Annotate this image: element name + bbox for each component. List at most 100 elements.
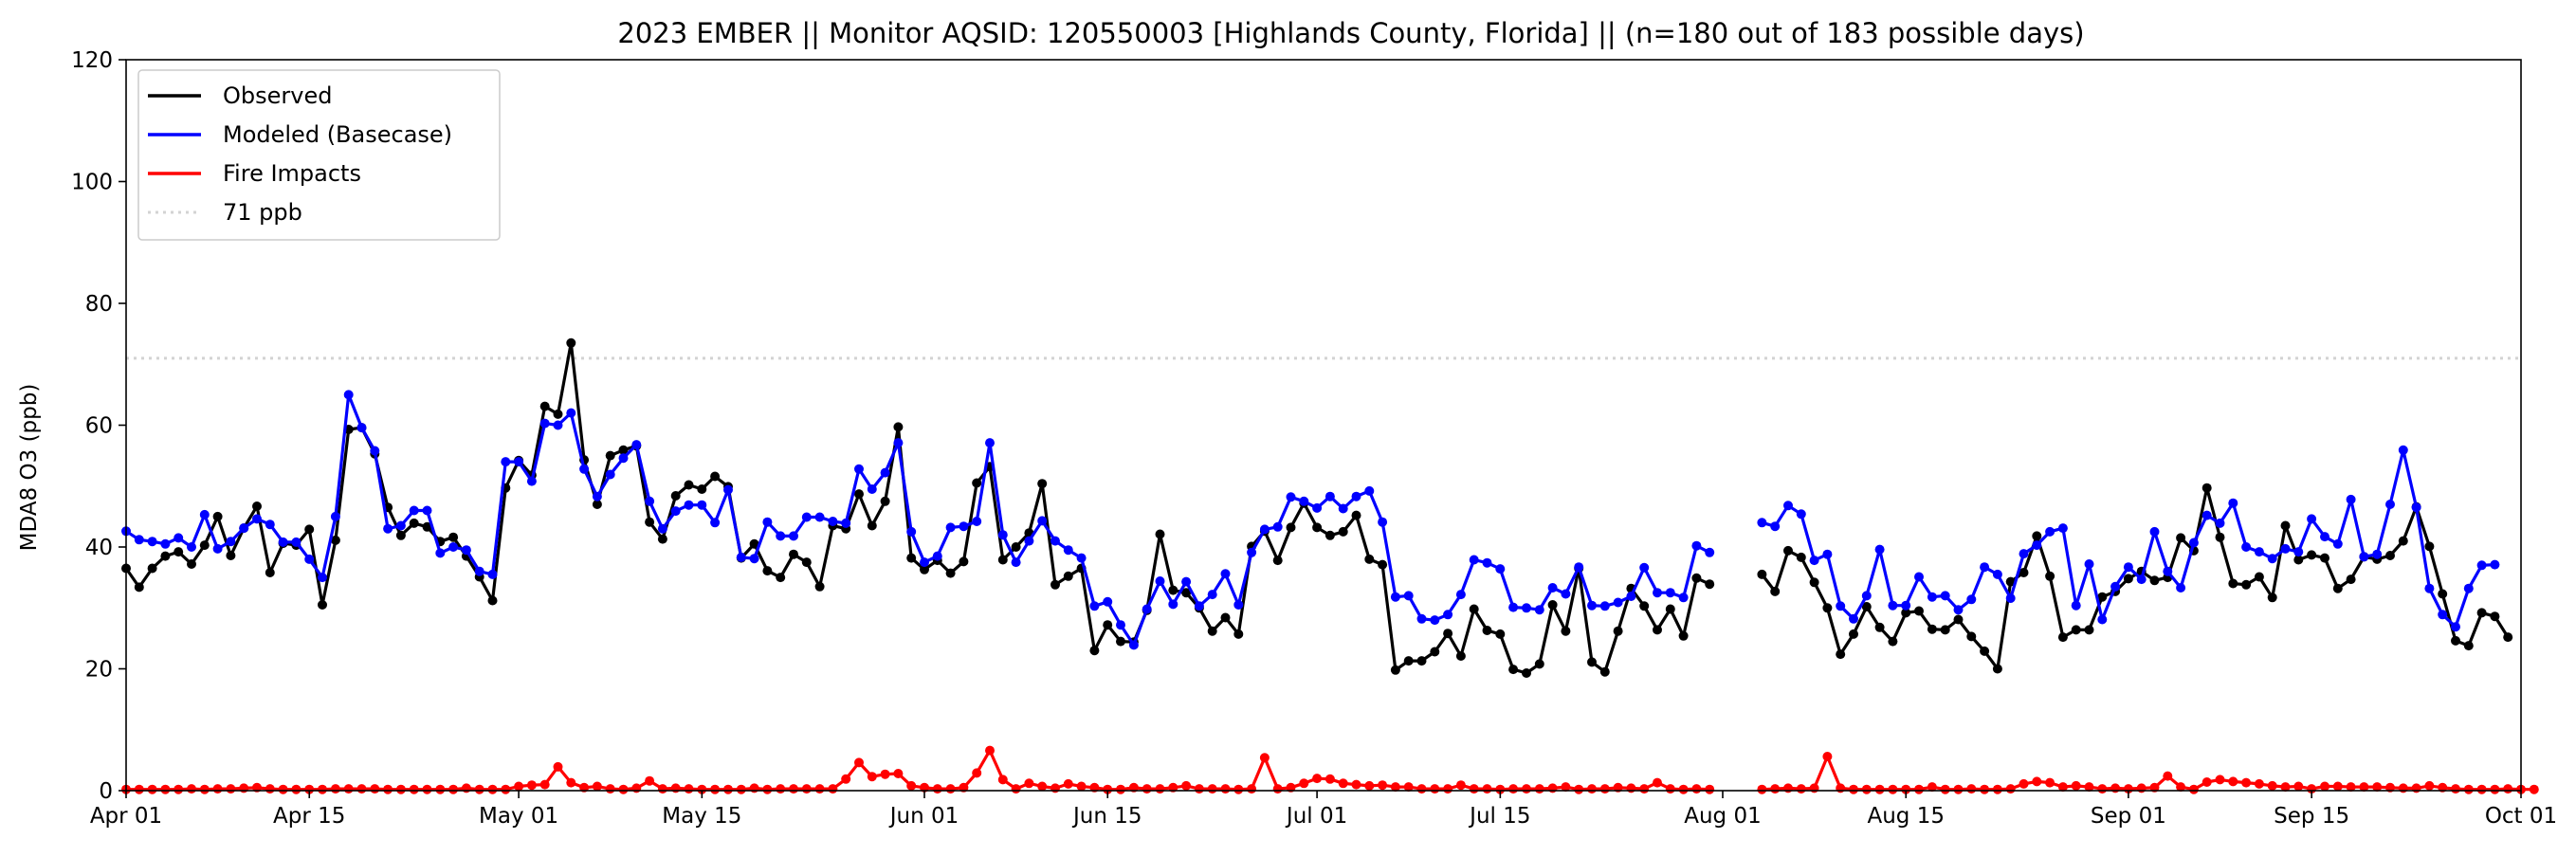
data-point-observed [147, 563, 157, 574]
data-point-modeled-basecase [474, 566, 484, 576]
data-point-modeled-basecase [1992, 569, 2002, 579]
data-point-modeled-basecase [710, 518, 721, 528]
data-point-fire-impacts [1547, 783, 1558, 793]
data-point-observed [920, 564, 929, 574]
data-point-observed [814, 581, 825, 592]
data-point-fire-impacts [2320, 781, 2329, 792]
data-point-modeled-basecase [422, 505, 432, 516]
data-point-fire-impacts [2057, 782, 2068, 793]
data-point-fire-impacts [657, 784, 667, 794]
data-point-modeled-basecase [2280, 543, 2291, 554]
data-point-fire-impacts [1272, 784, 1283, 794]
data-point-modeled-basecase [945, 522, 956, 533]
y-tick-label: 100 [71, 171, 113, 195]
data-point-modeled-basecase [2293, 547, 2304, 557]
data-point-fire-impacts [749, 783, 759, 793]
data-point-fire-impacts [2241, 777, 2252, 788]
data-point-observed [395, 530, 406, 540]
data-point-modeled-basecase [1599, 601, 1610, 611]
data-point-observed [2123, 574, 2133, 584]
data-point-fire-impacts [1495, 784, 1506, 794]
y-tick-label: 40 [85, 536, 113, 560]
data-point-modeled-basecase [318, 573, 327, 583]
data-point-observed [1508, 665, 1519, 675]
x-tick-label: Oct 01 [2485, 804, 2557, 829]
data-point-observed [1757, 569, 1767, 579]
data-point-modeled-basecase [893, 438, 904, 448]
data-point-modeled-basecase [1312, 502, 1323, 513]
data-point-observed [2176, 533, 2186, 543]
data-point-observed [762, 566, 773, 576]
data-point-observed [867, 520, 877, 531]
data-point-fire-impacts [1390, 782, 1400, 793]
data-point-modeled-basecase [1849, 613, 1858, 624]
data-point-modeled-basecase [985, 438, 995, 448]
data-point-fire-impacts [566, 777, 576, 788]
data-point-modeled-basecase [2188, 538, 2199, 548]
data-point-fire-impacts [1678, 784, 1689, 794]
data-point-modeled-basecase [160, 538, 171, 549]
data-point-observed [1116, 636, 1125, 647]
data-point-observed [1953, 614, 1964, 625]
data-point-modeled-basecase [291, 537, 301, 547]
data-point-modeled-basecase [1874, 544, 1885, 555]
data-point-fire-impacts [985, 745, 995, 756]
data-point-modeled-basecase [932, 551, 942, 561]
data-point-fire-impacts [265, 784, 275, 794]
data-point-modeled-basecase [1403, 591, 1414, 601]
data-point-modeled-basecase [1155, 576, 1165, 586]
data-point-observed [776, 573, 786, 583]
data-point-observed [330, 535, 340, 545]
data-point-modeled-basecase [514, 457, 524, 467]
data-point-observed [553, 409, 563, 419]
data-point-modeled-basecase [2451, 622, 2460, 632]
data-point-observed [1599, 666, 1610, 677]
data-point-fire-impacts [1599, 784, 1610, 794]
data-point-fire-impacts [2359, 782, 2369, 793]
data-point-observed [697, 484, 707, 494]
data-point-observed [1378, 559, 1388, 570]
data-point-modeled-basecase [2372, 549, 2383, 559]
data-point-modeled-basecase [2359, 552, 2369, 562]
data-point-fire-impacts [409, 784, 419, 794]
data-point-modeled-basecase [226, 537, 236, 547]
data-point-fire-impacts [1653, 777, 1662, 788]
data-point-observed [487, 595, 498, 606]
data-point-observed [1286, 522, 1296, 533]
data-point-observed [1980, 646, 1990, 656]
data-point-modeled-basecase [2201, 510, 2212, 520]
data-point-fire-impacts [592, 781, 602, 792]
data-point-fire-impacts [1220, 784, 1231, 794]
legend: Observed Modeled (Basecase) Fire Impacts… [137, 69, 501, 241]
data-point-fire-impacts [2019, 778, 2029, 789]
data-point-fire-impacts [1966, 784, 1977, 794]
data-point-fire-impacts [736, 784, 746, 794]
data-point-modeled-basecase [631, 440, 642, 450]
data-point-modeled-basecase [1247, 547, 1257, 557]
data-point-fire-impacts [1665, 784, 1675, 794]
data-point-fire-impacts [1351, 779, 1361, 790]
data-point-observed [1325, 530, 1335, 540]
data-point-fire-impacts [539, 779, 550, 790]
data-point-fire-impacts [1024, 778, 1034, 789]
data-point-observed [1665, 604, 1675, 614]
data-point-observed [2201, 483, 2212, 493]
data-point-observed [854, 489, 864, 500]
data-point-observed [1103, 620, 1113, 630]
data-point-modeled-basecase [2476, 560, 2487, 571]
data-point-fire-impacts [422, 784, 432, 794]
data-point-observed [945, 568, 956, 578]
data-point-fire-impacts [1299, 778, 1309, 789]
data-point-fire-impacts [1914, 784, 1924, 794]
data-point-modeled-basecase [920, 557, 929, 568]
data-point-modeled-basecase [1757, 518, 1767, 528]
data-point-modeled-basecase [343, 390, 354, 400]
data-point-modeled-basecase [1142, 604, 1152, 614]
data-point-modeled-basecase [2228, 498, 2238, 508]
data-point-observed [318, 600, 327, 610]
data-point-modeled-basecase [1626, 592, 1636, 601]
data-point-fire-impacts [814, 784, 825, 794]
data-point-modeled-basecase [553, 420, 563, 430]
data-point-modeled-basecase [395, 520, 406, 531]
